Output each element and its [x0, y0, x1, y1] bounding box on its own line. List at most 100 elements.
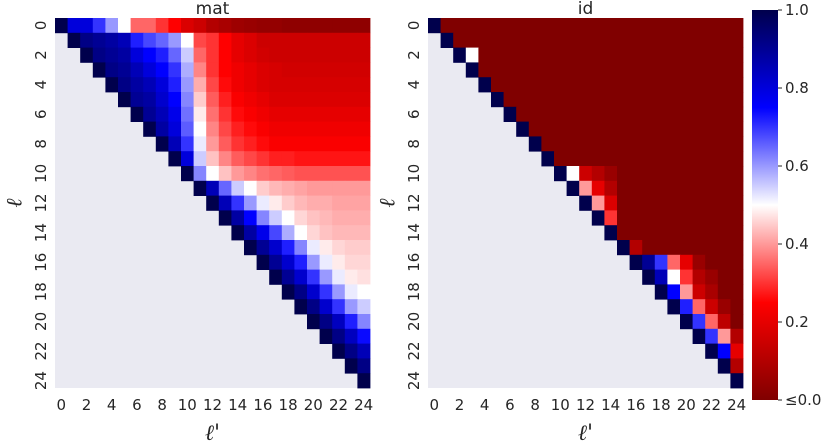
heatmap-cell	[554, 151, 567, 167]
x-tick-label: 18	[652, 396, 671, 414]
heatmap-cell	[705, 254, 719, 270]
heatmap-cell	[181, 92, 194, 108]
heatmap-cell	[344, 299, 358, 315]
heatmap-cell	[591, 151, 605, 167]
heatmap-cell	[654, 32, 668, 48]
y-tick-label: 24	[405, 371, 423, 390]
heatmap-cell	[591, 32, 605, 48]
heatmap-cell	[281, 106, 295, 122]
heatmap-cell	[357, 47, 371, 63]
heatmap-cell	[319, 151, 333, 167]
heatmap-cell	[667, 62, 681, 78]
heatmap-cell	[357, 284, 371, 300]
heatmap-cell	[206, 166, 220, 182]
heatmap-cell	[629, 18, 643, 34]
heatmap-cell	[591, 136, 605, 152]
heatmap-cell	[357, 343, 371, 359]
heatmap-cell	[357, 32, 371, 48]
heatmap-cell	[294, 254, 308, 270]
heatmap-cell	[118, 47, 131, 63]
y-tick-label: 0	[405, 21, 423, 31]
heatmap-cell	[692, 240, 706, 256]
heatmap-cell	[294, 32, 308, 48]
heatmap-cell	[231, 195, 245, 211]
heatmap-cell	[193, 32, 207, 48]
x-tick-label: 2	[455, 396, 465, 414]
heatmap-cell	[491, 92, 504, 108]
heatmap-cell	[667, 254, 681, 270]
heatmap-cell	[680, 166, 693, 182]
heatmap-cell	[692, 314, 706, 330]
heatmap-cell	[717, 240, 731, 256]
heatmap-cell	[692, 284, 706, 300]
heatmap-cell	[654, 225, 668, 241]
heatmap-cell	[307, 121, 320, 137]
heatmap-cell	[604, 210, 618, 226]
heatmap-cell	[654, 151, 668, 167]
heatmap-cell	[332, 106, 346, 122]
heatmap-cell	[307, 240, 320, 256]
y-tick-label: 2	[405, 50, 423, 60]
heatmap-cell	[604, 106, 618, 122]
heatmap-cell	[218, 180, 232, 196]
heatmap-cell	[130, 47, 144, 63]
heatmap-cell	[692, 106, 706, 122]
heatmap-cell	[357, 62, 371, 78]
heatmap-cell	[193, 106, 207, 122]
heatmap-cell	[319, 47, 333, 63]
x-tick-label: 16	[626, 396, 645, 414]
heatmap-panel-id: id0 2 4 6 8 10 12 14 16 18 20 22 2402468101214161820…	[376, 0, 747, 445]
heatmap-cell	[680, 195, 693, 211]
x-tick-label: 14	[601, 396, 620, 414]
heatmap-cell	[193, 180, 207, 196]
heatmap-cell	[654, 106, 668, 122]
heatmap-cell	[130, 18, 144, 34]
colorbar-tick-label: 0.2	[785, 313, 809, 331]
heatmap-cell	[143, 18, 157, 34]
heatmap-cell	[332, 180, 346, 196]
heatmap-cell	[705, 18, 719, 34]
y-tick-label: 16	[32, 253, 50, 272]
heatmap-cell	[528, 32, 542, 48]
heatmap-cell	[667, 77, 681, 93]
heatmap-cell	[155, 32, 169, 48]
heatmap-cell	[269, 106, 283, 122]
colorbar-tick-label: ≤0.0	[785, 391, 821, 409]
colorbar-tick-label: 0.4	[785, 235, 809, 253]
heatmap-cell	[629, 106, 643, 122]
heatmap-cell	[281, 269, 295, 285]
heatmap-cell	[206, 32, 220, 48]
heatmap-cell	[181, 151, 194, 167]
heatmap-cell	[244, 136, 257, 152]
heatmap-cell	[591, 62, 605, 78]
heatmap-cell	[692, 328, 706, 344]
heatmap-cell	[281, 121, 295, 137]
heatmap-cell	[705, 240, 719, 256]
heatmap-cell	[168, 47, 182, 63]
heatmap-cell	[617, 106, 630, 122]
heatmap-cell	[231, 225, 245, 241]
heatmap-cell	[181, 18, 194, 34]
heatmap-cell	[105, 32, 119, 48]
heatmap-cell	[503, 92, 517, 108]
heatmap-cell	[478, 18, 492, 34]
heatmap-cell	[667, 269, 681, 285]
heatmap-cell	[319, 240, 333, 256]
heatmap-cell	[604, 136, 618, 152]
heatmap-cell	[667, 136, 681, 152]
heatmap-cell	[692, 269, 706, 285]
heatmap-cell	[206, 106, 220, 122]
heatmap-cell	[269, 151, 283, 167]
heatmap-cell	[256, 47, 270, 63]
heatmap-cell	[218, 77, 232, 93]
heatmap-cell	[465, 62, 479, 78]
heatmap-cell	[319, 121, 333, 137]
y-tick-label: 6	[32, 109, 50, 119]
heatmap-cell	[206, 62, 220, 78]
heatmap-cell	[307, 92, 320, 108]
heatmap-cell	[357, 314, 371, 330]
heatmap-cell	[629, 254, 643, 270]
heatmap-cell	[319, 225, 333, 241]
heatmap-cell	[680, 284, 693, 300]
heatmap-cell	[344, 106, 358, 122]
